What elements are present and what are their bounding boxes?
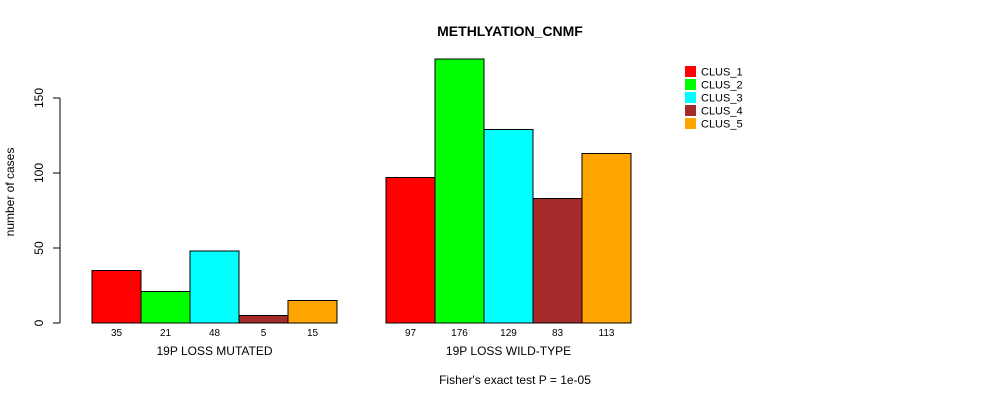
bar-value-label: 176: [451, 328, 468, 339]
y-axis: 0 50 100 150: [32, 88, 61, 326]
legend-label: CLUS_5: [701, 119, 743, 131]
bar-clus-4: [532, 198, 583, 324]
bar-value-label: 129: [500, 328, 517, 339]
bar-clus-3: [483, 129, 534, 324]
legend-label: CLUS_4: [701, 106, 743, 118]
bar-clus-3: [189, 250, 240, 324]
y-tick-label: 100: [32, 163, 46, 183]
bar-value-label: 97: [405, 328, 417, 339]
bar-clus-1: [91, 270, 142, 324]
bar-clus-5: [581, 153, 632, 324]
legend-swatch: [685, 105, 696, 116]
bar-value-label: 5: [261, 328, 267, 339]
legend-label: CLUS_1: [701, 67, 743, 79]
bar-value-label: 35: [111, 328, 123, 339]
fisher-test-footnote: Fisher's exact test P = 1e-05: [439, 373, 591, 387]
legend-label: CLUS_3: [701, 93, 743, 105]
legend-swatch: [685, 118, 696, 129]
bar-clus-4: [238, 315, 289, 324]
bars: [91, 58, 632, 324]
y-tick-label: 0: [32, 319, 46, 326]
bar-value-label: 21: [160, 328, 172, 339]
legend-label: CLUS_2: [701, 80, 743, 92]
y-tick-label: 150: [32, 88, 46, 108]
bar-value-label: 15: [307, 328, 319, 339]
chart-title: METHLYATION_CNMF: [437, 23, 583, 39]
bar-clus-2: [434, 58, 485, 324]
bar-clus-2: [140, 291, 191, 324]
bar-value-label: 83: [552, 328, 564, 339]
legend-swatch: [685, 66, 696, 77]
value-labels: 35 21 48 5 15 97 176 129 83 113: [111, 328, 615, 339]
legend-swatch: [685, 79, 696, 90]
bar-value-label: 113: [599, 328, 615, 339]
bar-value-label: 48: [209, 328, 221, 339]
legend-swatch: [685, 92, 696, 103]
bar-clus-1: [385, 177, 436, 324]
group-label: 19P LOSS MUTATED: [156, 344, 272, 358]
group-label: 19P LOSS WILD-TYPE: [446, 344, 571, 358]
y-tick-label: 50: [32, 241, 46, 255]
group-labels: 19P LOSS MUTATED 19P LOSS WILD-TYPE: [156, 344, 571, 358]
y-axis-label: number of cases: [3, 148, 17, 237]
bar-clus-5: [287, 300, 338, 324]
